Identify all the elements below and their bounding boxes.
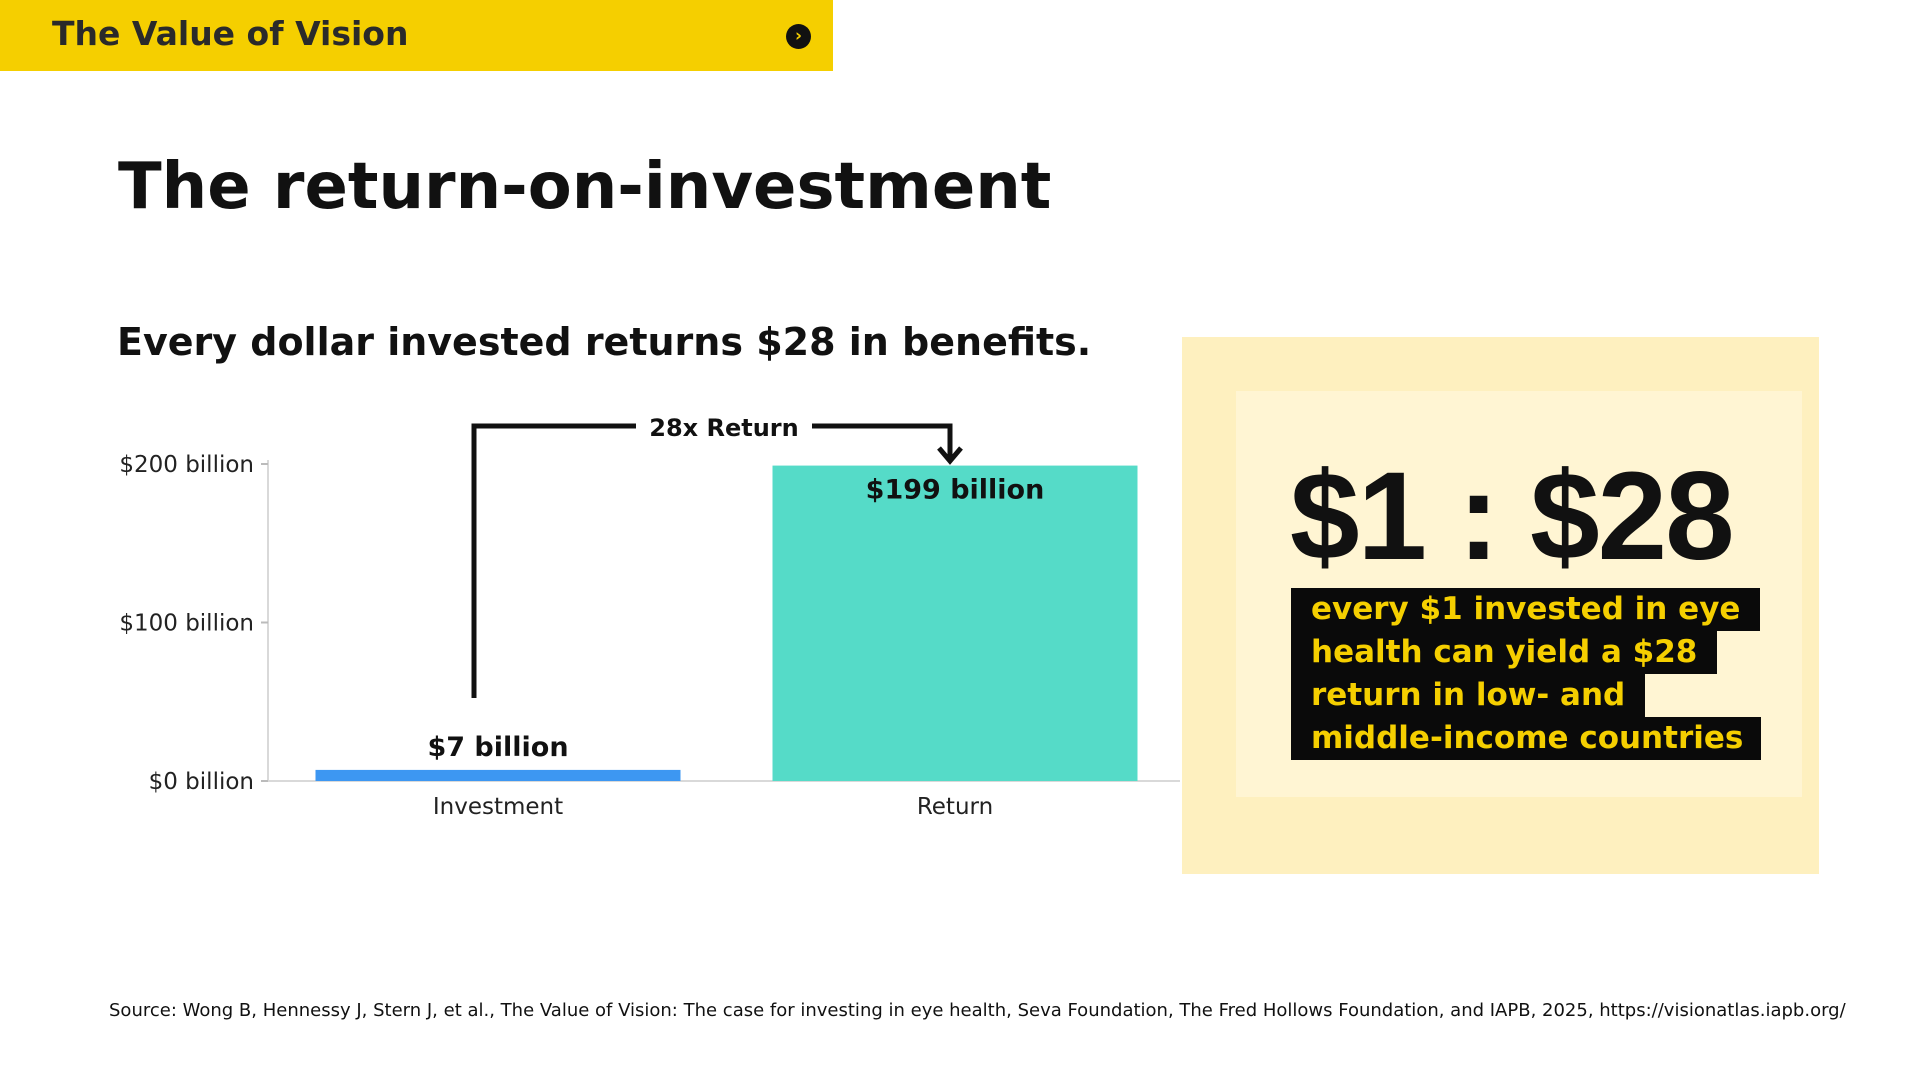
annotation-bracket-right [812, 423, 953, 458]
header-banner: The Value of Vision › [0, 0, 833, 71]
chart-title: Every dollar invested returns $28 in ben… [117, 320, 1092, 364]
page-title: The return-on-investment [118, 150, 1052, 224]
annotation-arrowhead [937, 446, 963, 465]
bar-investment [315, 769, 681, 781]
bar-return [772, 465, 1138, 781]
x-tick-label: Investment [433, 794, 563, 820]
caption-line-1: every $1 invested in eye [1291, 588, 1761, 631]
caption-line-2: health can yield a $28 [1291, 631, 1718, 674]
y-tick-label: $0 billion [149, 769, 254, 795]
roi-ratio: $1 : $28 [1290, 447, 1735, 586]
caption-line-4: middle-income countries [1291, 717, 1762, 760]
chevron-right-circle-icon[interactable]: › [786, 24, 811, 49]
y-tick-label: $100 billion [119, 611, 254, 637]
banner-title: The Value of Vision [52, 14, 409, 53]
annotation-bracket-left [471, 423, 636, 698]
source-citation: Source: Wong B, Hennessy J, Stern J, et … [109, 1000, 1846, 1021]
data-label: $7 billion [427, 732, 568, 763]
annotation-label: 28x Return [649, 414, 798, 442]
data-label: $199 billion [866, 475, 1045, 506]
caption-line-3: return in low- and [1291, 674, 1646, 717]
y-tick-label: $200 billion [119, 452, 254, 478]
x-tick-label: Return [917, 794, 993, 820]
roi-bar-chart: $0 billion $100 billion $200 billion $7 bil… [119, 414, 1180, 820]
